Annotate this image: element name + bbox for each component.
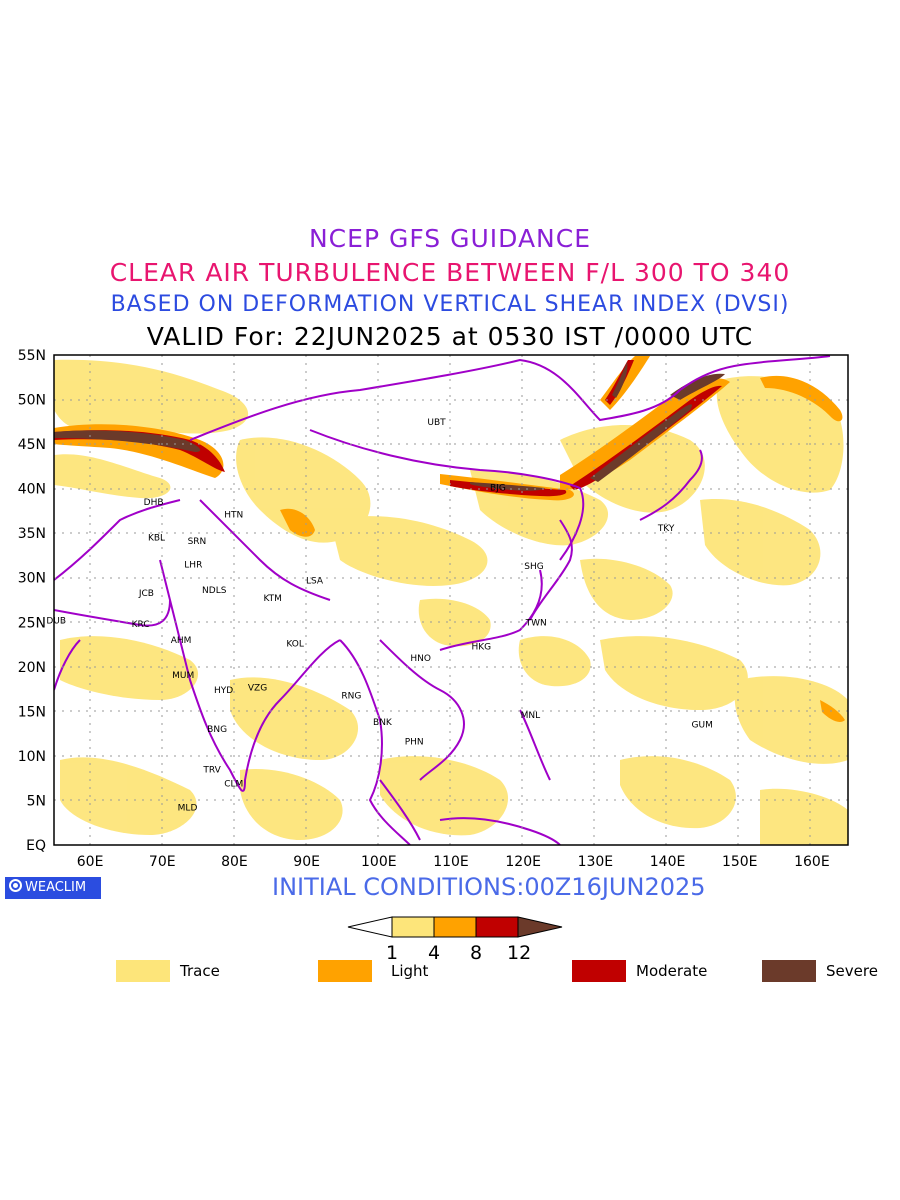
latitude-label: 30N — [18, 571, 46, 587]
city-label: SRN — [188, 537, 207, 547]
colorbar-moderate — [475, 916, 519, 938]
gridlines — [54, 355, 848, 845]
latitude-label: 10N — [18, 749, 46, 765]
longitude-label: 110E — [433, 854, 469, 870]
latitude-label: 5N — [27, 793, 46, 809]
longitude-label: 120E — [505, 854, 541, 870]
title-method: BASED ON DEFORMATION VERTICAL SHEAR INDE… — [110, 292, 790, 317]
latitude-label: 55N — [18, 348, 46, 364]
city-label: UBT — [427, 418, 446, 428]
latitude-label: 20N — [18, 660, 46, 676]
colorbar-severe-triangle — [517, 916, 563, 938]
map-frame — [53, 354, 849, 846]
legend-label-moderate: Moderate — [636, 962, 708, 980]
longitude-label: 100E — [361, 854, 397, 870]
city-label: MLD — [178, 804, 198, 814]
city-label: BNG — [207, 725, 227, 735]
legend-label-severe: Severe — [826, 962, 878, 980]
city-label: JCB — [138, 589, 154, 599]
city-label: KTM — [263, 594, 281, 604]
longitude-label: 140E — [650, 854, 686, 870]
city-label: MNL — [521, 711, 541, 721]
city-label: TWN — [525, 618, 547, 628]
longitude-label: 70E — [149, 854, 176, 870]
city-label: AHM — [171, 636, 192, 646]
city-label: NDLS — [202, 586, 227, 596]
city-label: RNG — [341, 691, 361, 701]
latitude-label: 50N — [18, 393, 46, 409]
turbulence-map: 60E 70E 80E 90E 100E 110E 120E 130E 140E 150E 160E… — [18, 348, 849, 870]
turbulence-fields — [54, 355, 848, 845]
city-label: LSA — [306, 576, 324, 586]
city-label: VZG — [248, 683, 267, 693]
longitude-label: 160E — [794, 854, 830, 870]
title-product: CLEAR AIR TURBULENCE BETWEEN F/L 300 TO … — [109, 258, 791, 287]
badge-label: WEACLIM — [25, 880, 87, 895]
longitude-label: 80E — [221, 854, 248, 870]
legend-swatch-trace — [116, 960, 170, 982]
city-label: HYD — [214, 686, 233, 696]
city-label: BJG — [490, 484, 506, 494]
longitude-labels: 60E 70E 80E 90E 100E 110E 120E 130E 140E 150E 160E — [77, 854, 830, 870]
city-label: PHN — [405, 738, 424, 748]
colorbar-below-min-triangle — [347, 916, 393, 938]
city-label: GUM — [692, 721, 713, 731]
city-label: HKG — [471, 642, 491, 652]
country-boundaries — [54, 355, 831, 845]
city-label: TKY — [657, 524, 675, 534]
latitude-label: 25N — [18, 615, 46, 631]
city-label: TRV — [202, 765, 221, 775]
city-label: DHB — [144, 498, 164, 508]
colorbar-light — [433, 916, 477, 938]
colorbar — [347, 916, 563, 938]
legend-label-light: Light — [391, 962, 429, 980]
city-label: DUB — [46, 616, 66, 626]
colorbar-tick: 1 — [386, 942, 399, 964]
city-label: KOL — [286, 640, 304, 650]
latitude-label: EQ — [26, 838, 46, 854]
city-label: KBL — [148, 534, 165, 544]
city-label: SHG — [524, 562, 543, 572]
legend-swatch-severe — [762, 960, 816, 982]
city-label: CLM — [224, 780, 243, 790]
latitude-label: 40N — [18, 482, 46, 498]
colorbar-tick: 8 — [470, 942, 483, 964]
city-label: BNK — [373, 718, 393, 728]
title-valid-time: VALID For: 22JUN2025 at 0530 IST /0000 U… — [146, 322, 754, 351]
legend-swatch-moderate — [572, 960, 626, 982]
latitude-label: 35N — [18, 526, 46, 542]
city-label: HTN — [224, 510, 243, 520]
latitude-labels: 55N 50N 45N 40N 35N 30N 25N 20N 15N 10N 5N EQ — [18, 348, 46, 854]
weaclim-logo-icon — [9, 879, 22, 892]
longitude-label: 60E — [77, 854, 104, 870]
weaclim-badge: WEACLIM — [5, 877, 101, 899]
latitude-label: 45N — [18, 437, 46, 453]
longitude-label: 90E — [293, 854, 320, 870]
colorbar-tick: 12 — [507, 942, 532, 964]
longitude-label: 150E — [722, 854, 758, 870]
legend-swatch-light — [318, 960, 372, 982]
city-label: LHR — [184, 560, 202, 570]
colorbar-tick: 4 — [428, 942, 441, 964]
legend-label-trace: Trace — [180, 962, 220, 980]
colorbar-trace — [391, 916, 435, 938]
latitude-label: 15N — [18, 704, 46, 720]
title-model: NCEP GFS GUIDANCE — [308, 224, 591, 253]
city-labels: UBT BJG TKY SHG TWN HKG HNO DHB HTN KBL SRN LHR NDLS… — [46, 418, 713, 814]
city-label: MUM — [172, 671, 194, 681]
longitude-label: 130E — [578, 854, 614, 870]
city-label: HNO — [410, 654, 431, 664]
initial-conditions: INITIAL CONDITIONS:00Z16JUN2025 — [272, 873, 706, 901]
city-label: KRC — [132, 620, 150, 630]
